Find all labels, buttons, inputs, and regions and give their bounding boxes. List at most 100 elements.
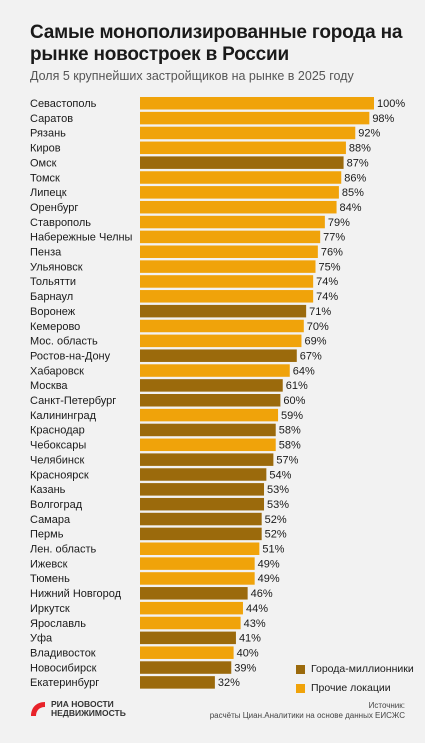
bar — [140, 572, 255, 585]
bar-row: Томск 86% — [30, 171, 366, 184]
bar — [140, 171, 342, 184]
bar-row: Тюмень 49% — [30, 572, 280, 585]
bar-row: Ульяновск 75% — [30, 260, 341, 273]
source-note: Источник: расчёты Циан.Аналитики на осно… — [210, 701, 405, 721]
value-label: 98% — [372, 113, 394, 125]
category-label: Лен. область — [30, 544, 97, 556]
logo-line-1: РИА НОВОСТИ — [51, 699, 114, 709]
bar — [140, 512, 262, 526]
category-label: Казань — [30, 484, 66, 496]
bar-row: Санкт-Петербург 60% — [30, 394, 306, 407]
value-label: 79% — [328, 217, 350, 229]
category-label: Оренбург — [30, 202, 78, 214]
bar — [140, 601, 243, 615]
bar — [140, 542, 260, 555]
value-label: 60% — [283, 395, 305, 407]
bar — [140, 141, 346, 155]
bar — [140, 587, 248, 600]
value-label: 58% — [279, 440, 301, 452]
value-label: 87% — [347, 157, 369, 169]
value-label: 51% — [262, 544, 284, 556]
bar — [140, 290, 314, 303]
bar — [140, 304, 307, 318]
value-label: 77% — [323, 232, 345, 244]
bar — [140, 527, 262, 541]
bar-row: Кемерово 70% — [30, 319, 329, 333]
bar-row: Челябинск 57% — [30, 453, 299, 466]
logo-line-2: НЕДВИЖИМОСТЬ — [51, 708, 126, 718]
bar — [140, 423, 276, 437]
bar-row: Чебоксары 58% — [30, 438, 301, 452]
legend-swatch-million — [296, 664, 305, 674]
value-label: 53% — [267, 499, 289, 511]
bar-row: Саратов 98% — [30, 111, 395, 125]
legend-item-million: Города-миллионники — [296, 661, 414, 677]
bar — [140, 557, 255, 570]
bar — [140, 275, 314, 288]
category-label: Уфа — [30, 633, 53, 645]
bar — [140, 483, 265, 496]
value-label: 61% — [286, 380, 308, 392]
category-label: Набережные Челны — [30, 232, 133, 244]
bar-row: Барнаул 74% — [30, 290, 338, 303]
bar — [140, 646, 234, 659]
category-label: Киров — [30, 143, 61, 155]
category-label: Ярославль — [30, 618, 86, 630]
chart-title: Самые монополизированные города на рынке… — [30, 22, 403, 65]
bar — [140, 111, 370, 125]
bar-row: Хабаровск 64% — [30, 364, 315, 377]
bar — [140, 156, 344, 169]
bar-row: Уфа 41% — [30, 631, 261, 645]
bar — [140, 334, 302, 348]
category-label: Саратов — [30, 113, 73, 125]
category-label: Пенза — [30, 247, 62, 259]
bar — [140, 215, 325, 229]
value-label: 54% — [269, 469, 291, 481]
bar — [140, 468, 267, 481]
category-label: Омск — [30, 157, 57, 169]
category-label: Кемерово — [30, 321, 80, 333]
category-label: Севастополь — [30, 98, 97, 110]
bar-row: Владивосток 40% — [30, 646, 259, 659]
bar-row: Лен. область 51% — [30, 542, 285, 556]
bar — [140, 97, 374, 110]
bar-row: Красноярск 54% — [30, 468, 292, 481]
bar — [140, 661, 232, 674]
value-label: 67% — [300, 350, 322, 362]
bar-row: Ставрополь 79% — [30, 215, 350, 229]
bar-row: Казань 53% — [30, 483, 289, 496]
bar — [140, 186, 339, 199]
value-label: 71% — [309, 306, 331, 318]
bar — [140, 453, 274, 466]
bar-row: Оренбург 84% — [30, 200, 362, 214]
bar — [140, 631, 236, 645]
category-label: Липецк — [30, 187, 67, 199]
bar-row: Иркутск 44% — [30, 601, 268, 615]
bar-row: Мос. область 69% — [30, 334, 327, 348]
bar — [140, 126, 356, 140]
category-label: Тольятти — [30, 276, 76, 288]
category-label: Томск — [30, 172, 60, 184]
value-label: 88% — [349, 143, 371, 155]
bar-row: Пенза 76% — [30, 245, 343, 259]
bar — [140, 200, 337, 214]
bar-row: Ростов-на-Дону 67% — [30, 349, 322, 362]
chart-subtitle: Доля 5 крупнейших застройщиков на рынке … — [30, 69, 354, 83]
category-label: Волгоград — [30, 499, 83, 511]
category-label: Санкт-Петербург — [30, 395, 116, 407]
bar — [140, 319, 304, 333]
bar-row: Ярославль 43% — [30, 616, 266, 630]
bar — [140, 616, 241, 630]
legend-item-other: Прочие локации — [296, 680, 414, 696]
bar — [140, 379, 283, 392]
value-label: 86% — [344, 172, 366, 184]
category-label: Екатеринбург — [30, 677, 99, 689]
value-label: 40% — [237, 647, 259, 659]
value-label: 69% — [304, 336, 326, 348]
value-label: 41% — [239, 633, 261, 645]
bar-row: Омск 87% — [30, 156, 369, 169]
source-label: Источник: — [368, 701, 405, 710]
bar-row: Волгоград 53% — [30, 497, 289, 511]
category-label: Калининград — [30, 410, 97, 422]
value-label: 57% — [276, 454, 298, 466]
